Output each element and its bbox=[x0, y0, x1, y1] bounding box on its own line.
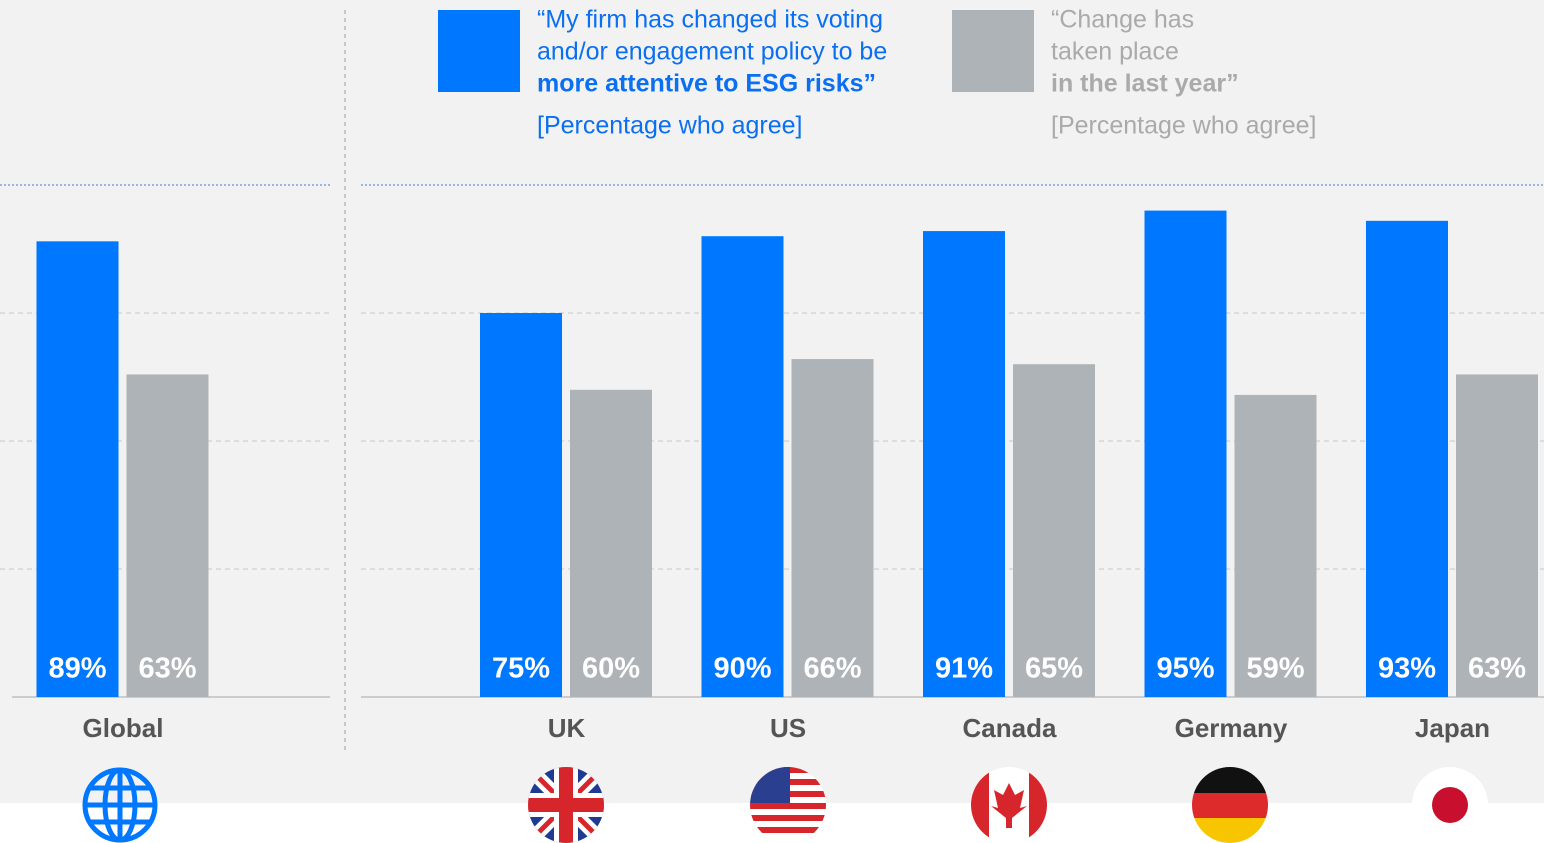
legend-label: “Change has bbox=[1051, 6, 1194, 34]
value-label: 65% bbox=[1025, 653, 1083, 685]
uk-flag bbox=[528, 767, 604, 843]
legend-note: [Percentage who agree] bbox=[1051, 112, 1316, 140]
legend-label: more attentive to ESG risks” bbox=[537, 70, 876, 98]
bar bbox=[701, 236, 784, 697]
value-label: 91% bbox=[935, 653, 993, 685]
x-tick-label: Global bbox=[83, 713, 164, 743]
x-tick-label: US bbox=[770, 713, 806, 743]
x-tick-label: Canada bbox=[963, 713, 1057, 743]
value-label: 90% bbox=[713, 653, 771, 685]
bar bbox=[791, 359, 874, 697]
bar bbox=[126, 374, 209, 697]
bar bbox=[480, 313, 562, 697]
legend-label: in the last year” bbox=[1051, 70, 1239, 98]
value-label: 60% bbox=[582, 653, 640, 685]
value-label: 93% bbox=[1378, 653, 1436, 685]
legend-label: “My firm has changed its voting bbox=[537, 6, 883, 34]
bar bbox=[36, 241, 119, 697]
value-label: 95% bbox=[1156, 653, 1214, 685]
bar bbox=[1013, 364, 1095, 697]
canada-flag bbox=[971, 767, 1047, 843]
bar bbox=[1144, 210, 1227, 697]
value-label: 63% bbox=[138, 653, 196, 685]
legend-label: and/or engagement policy to be bbox=[537, 38, 887, 66]
bar bbox=[923, 231, 1005, 697]
legend-swatch bbox=[952, 10, 1034, 92]
bar bbox=[1234, 394, 1317, 697]
bar bbox=[1366, 220, 1448, 697]
value-label: 66% bbox=[803, 653, 861, 685]
value-label: 63% bbox=[1468, 653, 1526, 685]
us-flag bbox=[750, 767, 826, 843]
value-label: 59% bbox=[1246, 653, 1304, 685]
japan-flag bbox=[1412, 767, 1488, 843]
x-tick-label: Germany bbox=[1175, 713, 1288, 743]
bar bbox=[1456, 374, 1538, 697]
germany-flag bbox=[1192, 767, 1268, 843]
globe-icon bbox=[82, 767, 158, 843]
legend-note: [Percentage who agree] bbox=[537, 112, 802, 140]
bar bbox=[570, 389, 652, 697]
legend-swatch bbox=[438, 10, 520, 92]
value-label: 89% bbox=[48, 653, 106, 685]
x-tick-label: UK bbox=[548, 713, 586, 743]
legend-label: taken place bbox=[1051, 38, 1179, 66]
value-label: 75% bbox=[492, 653, 550, 685]
x-tick-label: Japan bbox=[1415, 713, 1490, 743]
